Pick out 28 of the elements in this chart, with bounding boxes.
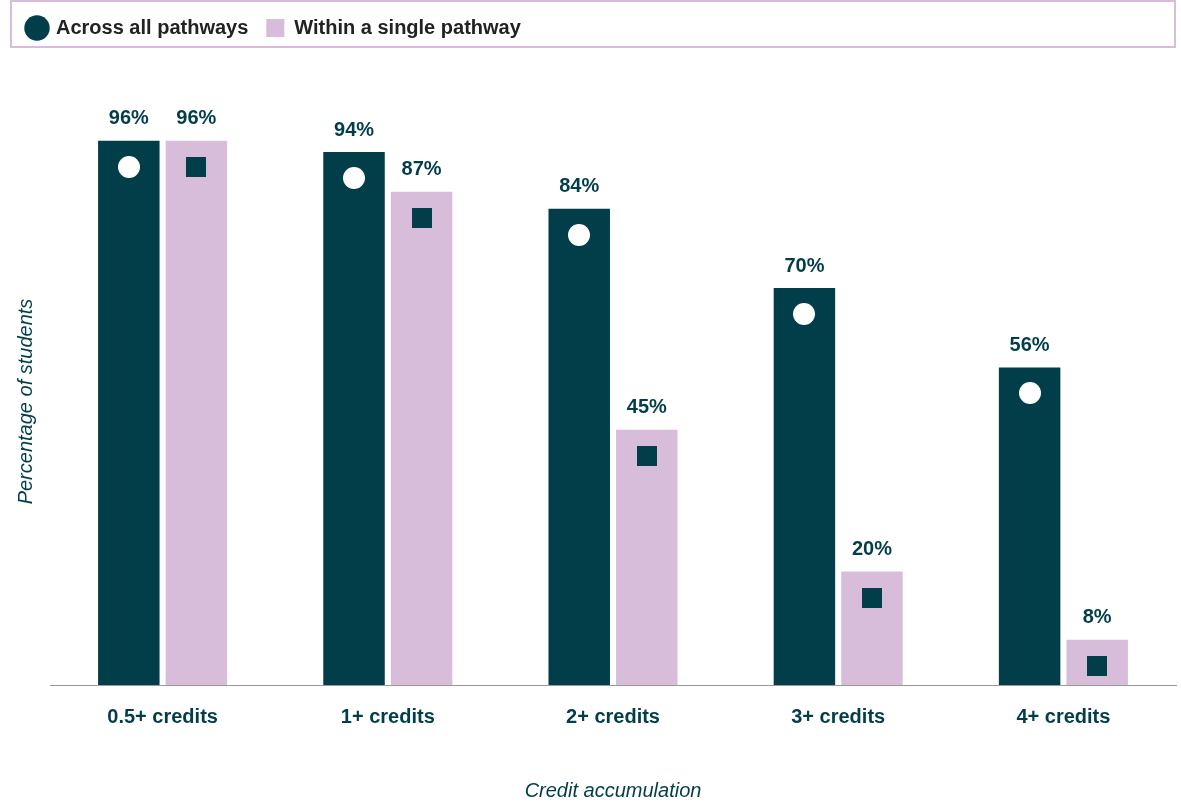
x-tick-label: 0.5+ credits [107, 704, 218, 727]
data-label: 56% [1009, 333, 1050, 355]
x-tick-label: 1+ credits [340, 704, 435, 727]
legend-label: Within a single pathway [294, 15, 522, 38]
data-label: 84% [559, 174, 600, 197]
bar [390, 191, 453, 685]
y-axis-title: Percentage of students [13, 298, 36, 505]
data-label: 45% [626, 395, 668, 418]
bar [998, 367, 1061, 685]
bar [165, 140, 228, 685]
x-axis-title: Credit accumulation [524, 778, 702, 801]
bar [841, 571, 903, 685]
bar [773, 288, 836, 685]
x-tick-label: 4+ credits [1016, 704, 1111, 727]
legend-label: Across all pathways [56, 15, 249, 38]
data-label: 20% [851, 537, 893, 560]
data-label: 70% [784, 253, 825, 276]
data-label: 96% [108, 106, 150, 129]
x-tick-label: 3+ credits [791, 704, 886, 727]
bar [616, 429, 678, 685]
x-tick-label: 2+ credits [566, 704, 660, 727]
data-label: 8% [1082, 605, 1112, 628]
data-label: 96% [176, 106, 217, 129]
bar [323, 152, 385, 685]
bar [548, 208, 610, 685]
data-label: 94% [334, 117, 375, 140]
data-label: 87% [401, 157, 442, 180]
bar [98, 140, 160, 685]
